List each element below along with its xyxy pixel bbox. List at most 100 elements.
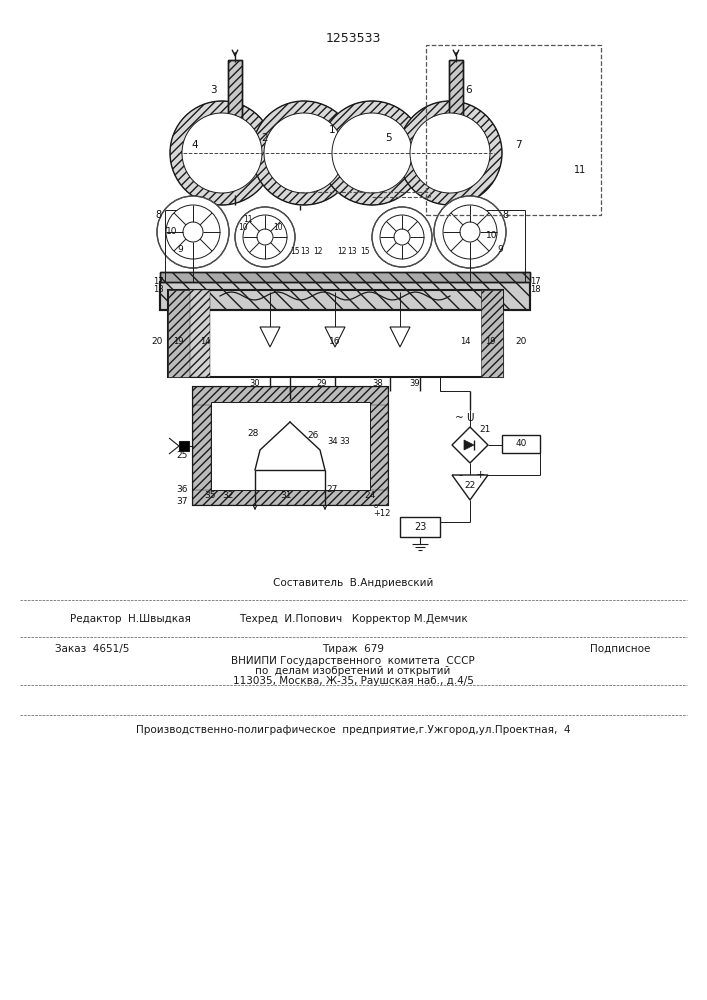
Bar — [370, 387, 388, 505]
Text: 10: 10 — [238, 223, 248, 232]
Bar — [179, 441, 189, 451]
Circle shape — [182, 113, 262, 193]
Text: 19: 19 — [485, 338, 495, 347]
Bar — [160, 272, 530, 282]
Text: 28: 28 — [247, 428, 259, 438]
Polygon shape — [260, 327, 280, 347]
Text: ВНИИПИ Государственного  комитета  СССР: ВНИИПИ Государственного комитета СССР — [231, 656, 475, 666]
Bar — [193, 387, 388, 405]
Text: 113035, Москва, Ж-35, Раушская наб., д.4/5: 113035, Москва, Ж-35, Раушская наб., д.4… — [233, 676, 474, 686]
Text: 12: 12 — [313, 247, 323, 256]
Text: 9: 9 — [177, 245, 183, 254]
Circle shape — [398, 101, 502, 205]
Text: 9: 9 — [497, 245, 503, 254]
Text: 19: 19 — [173, 338, 183, 347]
Text: o: o — [374, 503, 378, 509]
Text: 17: 17 — [153, 277, 163, 286]
Text: Заказ  4651/5: Заказ 4651/5 — [55, 644, 129, 654]
Text: +: + — [475, 470, 485, 480]
Bar — [160, 282, 530, 310]
Circle shape — [252, 101, 356, 205]
Text: 20: 20 — [515, 338, 527, 347]
Text: 21: 21 — [479, 426, 491, 434]
Bar — [193, 387, 388, 505]
Bar — [193, 387, 211, 505]
Text: 5: 5 — [385, 133, 391, 143]
Bar — [228, 60, 242, 138]
Circle shape — [243, 215, 287, 259]
Text: +12: +12 — [373, 508, 391, 518]
Bar — [228, 60, 242, 138]
Text: 32: 32 — [222, 491, 234, 500]
Text: 35: 35 — [204, 491, 216, 500]
Text: 10: 10 — [486, 231, 498, 239]
Bar — [449, 60, 463, 138]
Text: -: - — [458, 470, 462, 480]
Circle shape — [380, 215, 424, 259]
Text: 18: 18 — [153, 286, 163, 294]
Text: 20: 20 — [151, 338, 163, 347]
Text: Производственно-полиграфическое  предприятие,г.Ужгород,ул.Проектная,  4: Производственно-полиграфическое предприя… — [136, 725, 571, 735]
Text: 15: 15 — [360, 247, 370, 256]
Polygon shape — [390, 327, 410, 347]
Text: 30: 30 — [250, 379, 260, 388]
Text: 6: 6 — [466, 85, 472, 95]
Circle shape — [332, 113, 412, 193]
Text: Техред  И.Попович   Корректор М.Демчик: Техред И.Попович Корректор М.Демчик — [239, 613, 467, 624]
Bar — [193, 387, 388, 505]
Text: 11: 11 — [243, 216, 252, 225]
Text: 23: 23 — [414, 522, 426, 532]
Text: 13: 13 — [300, 247, 310, 256]
Bar — [426, 45, 601, 215]
Bar — [400, 517, 440, 537]
Circle shape — [434, 196, 506, 268]
Circle shape — [264, 113, 344, 193]
Bar — [168, 290, 503, 377]
Circle shape — [157, 196, 229, 268]
Text: 10: 10 — [273, 223, 283, 232]
Bar — [481, 290, 503, 377]
Text: 29: 29 — [317, 379, 327, 388]
Text: 11: 11 — [574, 165, 586, 175]
Text: Тираж  679: Тираж 679 — [322, 644, 384, 654]
Text: 4: 4 — [192, 140, 198, 150]
Text: 13: 13 — [347, 247, 357, 256]
Text: 1253533: 1253533 — [325, 31, 380, 44]
Text: 37: 37 — [176, 497, 188, 506]
Text: 8: 8 — [502, 210, 508, 220]
Bar — [160, 272, 530, 282]
Bar — [193, 490, 388, 505]
Polygon shape — [452, 475, 488, 500]
Text: 34: 34 — [327, 438, 339, 446]
Text: 38: 38 — [373, 379, 383, 388]
Text: 33: 33 — [339, 438, 351, 446]
Circle shape — [372, 207, 432, 267]
Text: 14: 14 — [200, 338, 210, 347]
Text: 2: 2 — [262, 133, 269, 143]
Polygon shape — [452, 427, 488, 463]
Text: 15: 15 — [290, 247, 300, 256]
Circle shape — [443, 205, 497, 259]
Circle shape — [410, 113, 490, 193]
Text: 36: 36 — [176, 486, 188, 494]
Text: 14: 14 — [460, 338, 470, 347]
Circle shape — [170, 101, 274, 205]
Text: 40: 40 — [515, 440, 527, 448]
Text: 12: 12 — [337, 247, 346, 256]
Bar — [502, 435, 540, 453]
Text: 31: 31 — [280, 491, 292, 500]
Text: по  делам изобретений и открытий: по делам изобретений и открытий — [255, 666, 450, 676]
Text: 22: 22 — [464, 481, 476, 489]
Circle shape — [320, 101, 424, 205]
Text: 39: 39 — [409, 379, 421, 388]
Circle shape — [394, 229, 410, 245]
Circle shape — [235, 207, 295, 267]
Text: Редактор  Н.Швыдкая: Редактор Н.Швыдкая — [70, 613, 191, 624]
Circle shape — [257, 229, 273, 245]
Bar — [160, 282, 530, 310]
Text: 7: 7 — [515, 140, 521, 150]
Text: 1: 1 — [329, 125, 335, 135]
Text: 10: 10 — [166, 228, 177, 236]
Text: 27: 27 — [327, 486, 338, 494]
Polygon shape — [325, 327, 345, 347]
